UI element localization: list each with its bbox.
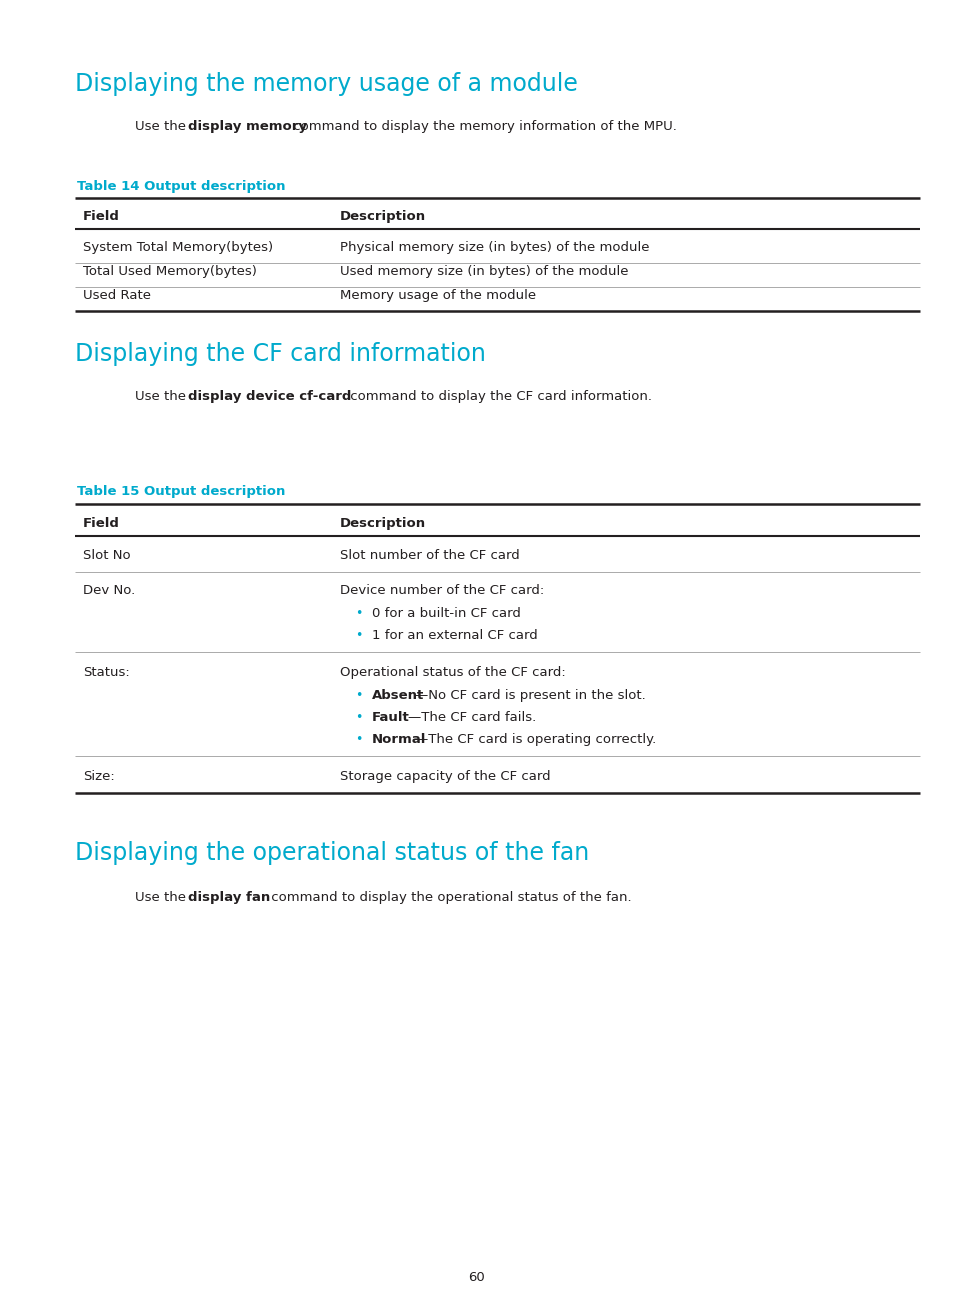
Text: Displaying the operational status of the fan: Displaying the operational status of the… — [75, 841, 589, 864]
Text: Used Rate: Used Rate — [83, 289, 151, 302]
Text: •: • — [355, 607, 362, 619]
Text: Size:: Size: — [83, 770, 114, 783]
Text: command to display the operational status of the fan.: command to display the operational statu… — [267, 892, 631, 905]
Text: Displaying the CF card information: Displaying the CF card information — [75, 342, 485, 365]
Text: Memory usage of the module: Memory usage of the module — [339, 289, 536, 302]
Text: —The CF card fails.: —The CF card fails. — [408, 712, 536, 724]
Text: Table 15 Output description: Table 15 Output description — [77, 485, 285, 498]
Text: 60: 60 — [468, 1271, 485, 1284]
Text: Use the: Use the — [135, 390, 190, 403]
Text: Total Used Memory(bytes): Total Used Memory(bytes) — [83, 264, 256, 279]
Text: Normal: Normal — [372, 734, 426, 746]
Text: System Total Memory(bytes): System Total Memory(bytes) — [83, 241, 273, 254]
Text: Field: Field — [83, 210, 120, 223]
Text: Fault: Fault — [372, 712, 410, 724]
Text: display memory: display memory — [188, 121, 307, 133]
Text: Description: Description — [339, 517, 426, 530]
Text: Physical memory size (in bytes) of the module: Physical memory size (in bytes) of the m… — [339, 241, 649, 254]
Text: 0 for a built-in CF card: 0 for a built-in CF card — [372, 607, 520, 619]
Text: Operational status of the CF card:: Operational status of the CF card: — [339, 666, 565, 679]
Text: •: • — [355, 629, 362, 642]
Text: Used memory size (in bytes) of the module: Used memory size (in bytes) of the modul… — [339, 264, 628, 279]
Text: Field: Field — [83, 517, 120, 530]
Text: display fan: display fan — [188, 892, 270, 905]
Text: 1 for an external CF card: 1 for an external CF card — [372, 629, 537, 642]
Text: •: • — [355, 734, 362, 746]
Text: Slot number of the CF card: Slot number of the CF card — [339, 550, 519, 562]
Text: —The CF card is operating correctly.: —The CF card is operating correctly. — [415, 734, 656, 746]
Text: —No CF card is present in the slot.: —No CF card is present in the slot. — [415, 689, 645, 702]
Text: Table 14 Output description: Table 14 Output description — [77, 180, 285, 193]
Text: Description: Description — [339, 210, 426, 223]
Text: Slot No: Slot No — [83, 550, 131, 562]
Text: display device cf-card: display device cf-card — [188, 390, 352, 403]
Text: command to display the memory information of the MPU.: command to display the memory informatio… — [289, 121, 676, 133]
Text: •: • — [355, 689, 362, 702]
Text: Dev No.: Dev No. — [83, 584, 135, 597]
Text: Use the: Use the — [135, 121, 190, 133]
Text: Absent: Absent — [372, 689, 424, 702]
Text: Use the: Use the — [135, 892, 190, 905]
Text: Status:: Status: — [83, 666, 130, 679]
Text: Device number of the CF card:: Device number of the CF card: — [339, 584, 543, 597]
Text: •: • — [355, 712, 362, 724]
Text: command to display the CF card information.: command to display the CF card informati… — [346, 390, 652, 403]
Text: Displaying the memory usage of a module: Displaying the memory usage of a module — [75, 73, 578, 96]
Text: Storage capacity of the CF card: Storage capacity of the CF card — [339, 770, 550, 783]
